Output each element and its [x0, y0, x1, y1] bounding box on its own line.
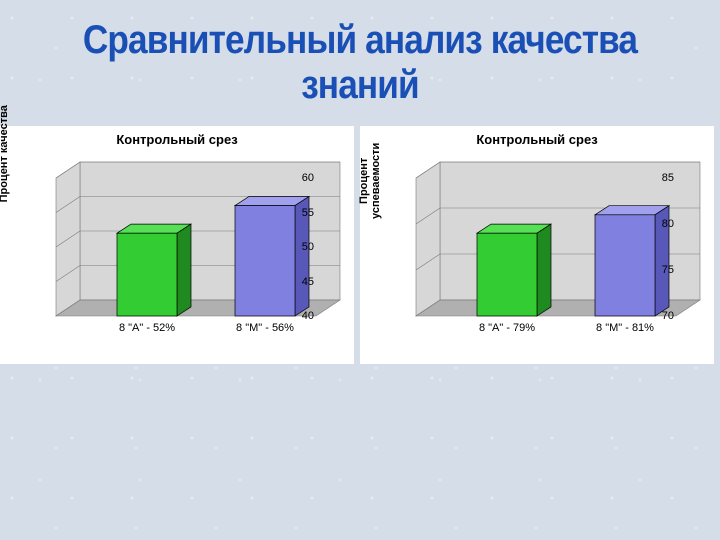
- ytick: 40: [302, 310, 314, 322]
- chart-svg: [412, 156, 704, 336]
- page-title: Сравнительный анализ качества знаний: [43, 0, 677, 108]
- chart1-plot: 40 45 50 55 60 8 "А" - 52%8 "М" - 56%: [52, 156, 344, 336]
- ytick: 50: [302, 241, 314, 253]
- chart2-ylabel: Процент успеваемости: [358, 143, 382, 219]
- ytick: 70: [662, 310, 674, 322]
- chart-progress: Контрольный срез Процент успеваемости 70…: [360, 126, 714, 364]
- xlabel: 8 "М" - 81%: [565, 322, 685, 334]
- charts-row: Контрольный срез Процент качества 40 45 50…: [0, 108, 720, 364]
- ytick: 80: [662, 218, 674, 230]
- ytick: 55: [302, 207, 314, 219]
- ytick: 60: [302, 172, 314, 184]
- xlabel: 8 "М" - 56%: [205, 322, 325, 334]
- chart1-ylabel: Процент качества: [0, 105, 10, 202]
- xlabel: 8 "А" - 79%: [447, 322, 567, 334]
- chart2-title: Контрольный срез: [360, 132, 714, 147]
- chart-quality: Контрольный срез Процент качества 404550…: [0, 126, 354, 364]
- ytick: 85: [662, 172, 674, 184]
- ytick: 45: [302, 276, 314, 288]
- chart2-plot: 70 75 80 85 8 "А" - 79%8 "М" - 81%: [412, 156, 704, 336]
- chart-svg: [52, 156, 344, 336]
- ytick: 75: [662, 264, 674, 276]
- xlabel: 8 "А" - 52%: [87, 322, 207, 334]
- chart1-title: Контрольный срез: [0, 132, 354, 147]
